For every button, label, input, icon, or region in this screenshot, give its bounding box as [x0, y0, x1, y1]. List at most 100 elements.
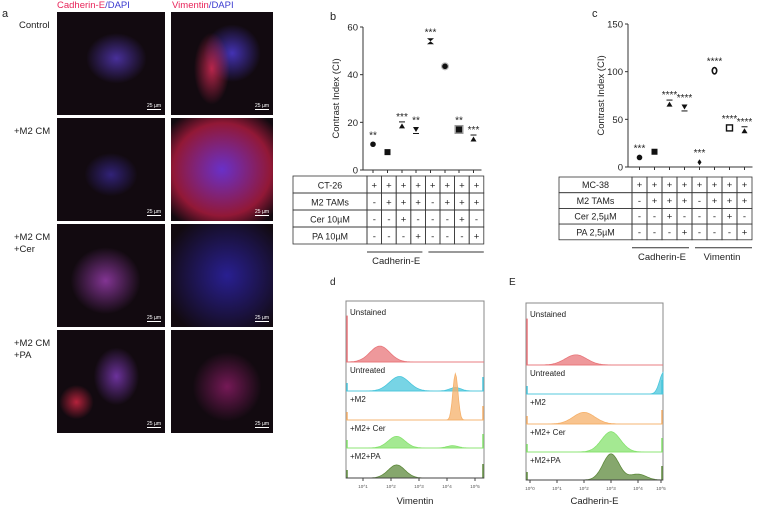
table-cell-value: -	[728, 227, 731, 238]
scale-bar: 25 µm	[147, 315, 161, 322]
table-cell-value: +	[727, 196, 733, 207]
table-cell-value: +	[682, 227, 688, 238]
panel-label: c	[592, 8, 598, 20]
point-marker	[399, 123, 405, 129]
micrograph-vimentin: 25 µm	[171, 12, 273, 115]
scale-bar: 25 µm	[255, 103, 269, 110]
table-cell-value: -	[431, 198, 434, 209]
point-marker	[456, 126, 462, 133]
x-tick-label: 10^2	[386, 484, 396, 489]
point-marker	[470, 136, 477, 142]
significance-label: **	[455, 115, 463, 126]
y-tick-label: 60	[347, 23, 358, 34]
table-cell-value: -	[653, 227, 656, 238]
data-point-circle	[370, 141, 376, 148]
point-marker	[697, 159, 702, 166]
x-tick-label: 10^1	[358, 484, 368, 489]
significance-label: **	[412, 115, 420, 126]
table-cell-value: -	[446, 215, 449, 226]
table-cell-value: -	[387, 215, 390, 226]
data-point-square	[651, 148, 658, 155]
point-marker	[384, 149, 391, 156]
scale-bar: 25 µm	[255, 421, 269, 428]
data-point-square-gray	[454, 124, 464, 134]
table-cell-value: +	[474, 232, 480, 243]
table-cell-value: +	[697, 180, 703, 191]
table-cell-value: +	[459, 198, 465, 209]
row-label-line: Control	[19, 20, 50, 31]
table-cell-value: +	[445, 198, 451, 209]
table-cell-value: +	[667, 212, 673, 223]
scale-bar: 25 µm	[255, 209, 269, 216]
table-cell-value: +	[667, 196, 673, 207]
point-marker	[636, 154, 643, 161]
table-cell-value: -	[713, 212, 716, 223]
histogram-label: Unstained	[350, 308, 386, 317]
col-header-stain: DAPI	[211, 0, 234, 11]
row-label-line: +M2 CM	[14, 338, 51, 349]
table-cell	[736, 223, 753, 241]
table-cell-value: +	[682, 180, 688, 191]
table-cell-value: +	[667, 180, 673, 191]
table-cell-value: +	[401, 198, 407, 209]
data-point-hourglass	[427, 38, 434, 45]
point-marker	[725, 124, 734, 132]
data-point-diamond	[697, 159, 702, 166]
x-tick-label: 10^4	[442, 484, 452, 489]
col-header-sep: /	[105, 0, 108, 11]
point-marker	[666, 101, 673, 107]
histogram-label: +M2+ Cer	[530, 428, 566, 437]
data-point-triangle	[399, 121, 405, 129]
table-cell-value: -	[638, 227, 641, 238]
histogram-label: +M2+PA	[350, 452, 381, 461]
point-marker	[681, 104, 688, 110]
table-cell-value: -	[373, 232, 376, 243]
group-label: Vimentin	[704, 252, 741, 263]
table-cell-value: +	[459, 215, 465, 226]
row-label: +M2 CM +PA	[14, 338, 50, 362]
scale-bar: 25 µm	[147, 103, 161, 110]
point-marker	[370, 141, 376, 148]
data-point-triangle-down	[413, 126, 419, 134]
significance-label: ****	[737, 117, 753, 128]
x-tick-label: 10^5	[470, 484, 480, 489]
y-tick-label: 150	[607, 20, 623, 31]
scale-bar: 25 µm	[147, 209, 161, 216]
table-cell-value: -	[698, 227, 701, 238]
table-cell-value: +	[637, 180, 643, 191]
histogram-label: +M2+ Cer	[350, 424, 386, 433]
histogram-label: +M2	[350, 395, 366, 404]
point-marker	[711, 66, 718, 75]
table-cell-value: +	[474, 198, 480, 209]
data-point-triangle	[470, 134, 477, 142]
data-point-circle-gray	[441, 62, 449, 71]
table-cell-value: +	[372, 181, 378, 192]
table-cell-value: +	[415, 181, 421, 192]
table-cell-value: -	[638, 196, 641, 207]
point-marker	[413, 126, 419, 132]
significance-label: ***	[425, 27, 437, 38]
table-cell-value: -	[653, 212, 656, 223]
col-header-cadherin: Cadherin-E/DAPI	[57, 0, 130, 11]
table-cell-value: -	[431, 232, 434, 243]
histogram-label: Untreated	[530, 369, 565, 378]
table-cell-value: -	[373, 198, 376, 209]
table-row-label: M2 TAMs	[577, 196, 615, 206]
histogram-label: +M2	[530, 398, 546, 407]
x-tick-label: 10^0	[525, 486, 535, 491]
data-point-square-open	[725, 124, 734, 132]
group-label: Cadherin-E	[638, 252, 686, 263]
significance-label: ***	[396, 112, 408, 123]
data-point-circle	[636, 154, 643, 161]
table-cell-value: -	[743, 212, 746, 223]
panel-a-label: a	[2, 8, 9, 20]
table-cell-value: +	[474, 181, 480, 192]
y-axis-label: Contrast Index (CI)	[331, 58, 342, 138]
table-cell-value: +	[386, 198, 392, 209]
table-row-label: PA 2,5µM	[576, 227, 615, 237]
table-cell-value: -	[446, 232, 449, 243]
point-marker	[427, 38, 434, 45]
histogram-label: Unstained	[530, 310, 566, 319]
table-cell-value: +	[727, 180, 733, 191]
